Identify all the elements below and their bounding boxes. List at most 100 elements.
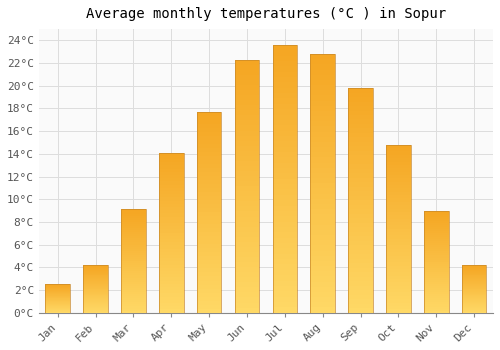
Bar (462, 269, 486, 270)
Bar (386, 145, 410, 148)
Bar (84, 281, 108, 282)
Bar (272, 216, 297, 222)
Bar (84, 291, 108, 292)
Bar (197, 260, 222, 265)
Bar (197, 276, 222, 280)
Bar (424, 256, 448, 258)
Bar (348, 286, 373, 290)
Bar (234, 308, 260, 313)
Bar (386, 306, 410, 309)
Bar (159, 201, 184, 204)
Bar (462, 300, 486, 301)
Bar (234, 166, 260, 171)
Bar (159, 300, 184, 303)
Bar (310, 173, 335, 178)
Bar (197, 204, 222, 208)
Bar (121, 255, 146, 257)
Bar (84, 284, 108, 285)
Bar (197, 220, 222, 224)
Bar (386, 168, 410, 172)
Bar (121, 261, 146, 263)
Bar (424, 286, 448, 288)
Bar (272, 227, 297, 232)
Bar (84, 272, 108, 273)
Bar (121, 278, 146, 280)
Bar (348, 133, 373, 138)
Bar (84, 288, 108, 289)
Bar (310, 189, 335, 194)
Bar (84, 312, 108, 313)
Bar (310, 142, 335, 147)
Bar (46, 311, 70, 312)
Bar (121, 224, 146, 226)
Bar (272, 56, 297, 61)
Bar (197, 296, 222, 301)
Bar (84, 300, 108, 301)
Bar (272, 189, 297, 195)
Bar (272, 179, 297, 184)
Bar (272, 291, 297, 296)
Bar (234, 131, 260, 135)
Bar (310, 147, 335, 152)
Bar (310, 194, 335, 199)
Bar (462, 295, 486, 296)
Bar (386, 182, 410, 185)
Bar (159, 306, 184, 309)
Bar (386, 175, 410, 178)
Bar (424, 264, 448, 266)
Bar (234, 302, 260, 308)
Bar (424, 215, 448, 217)
Bar (46, 298, 70, 299)
Bar (234, 267, 260, 272)
Bar (234, 156, 260, 161)
Bar (197, 228, 222, 232)
Bar (272, 50, 297, 56)
Bar (424, 268, 448, 270)
Bar (121, 236, 146, 238)
Bar (310, 183, 335, 189)
Bar (234, 277, 260, 282)
Bar (234, 196, 260, 201)
Bar (121, 298, 146, 300)
Bar (310, 240, 335, 245)
Bar (84, 298, 108, 299)
Bar (121, 294, 146, 296)
Bar (386, 222, 410, 225)
Bar (424, 217, 448, 219)
Bar (424, 219, 448, 221)
Bar (84, 280, 108, 281)
Bar (386, 262, 410, 266)
Bar (348, 223, 373, 227)
Bar (348, 245, 373, 250)
Bar (121, 240, 146, 243)
Bar (348, 88, 373, 313)
Bar (159, 278, 184, 281)
Bar (121, 307, 146, 308)
Bar (462, 309, 486, 310)
Bar (234, 262, 260, 267)
Bar (272, 66, 297, 72)
Bar (234, 211, 260, 217)
Bar (462, 304, 486, 305)
Bar (197, 152, 222, 156)
Bar (46, 307, 70, 308)
Bar (197, 224, 222, 228)
Bar (46, 308, 70, 309)
Bar (386, 205, 410, 209)
Bar (159, 245, 184, 248)
Bar (159, 226, 184, 230)
Bar (348, 304, 373, 308)
Bar (159, 214, 184, 217)
Bar (84, 301, 108, 302)
Bar (348, 254, 373, 259)
Bar (272, 243, 297, 248)
Bar (424, 227, 448, 229)
Bar (386, 152, 410, 155)
Bar (234, 105, 260, 110)
Bar (121, 211, 146, 214)
Bar (46, 285, 70, 286)
Bar (424, 245, 448, 247)
Bar (121, 230, 146, 232)
Bar (159, 194, 184, 197)
Bar (197, 168, 222, 172)
